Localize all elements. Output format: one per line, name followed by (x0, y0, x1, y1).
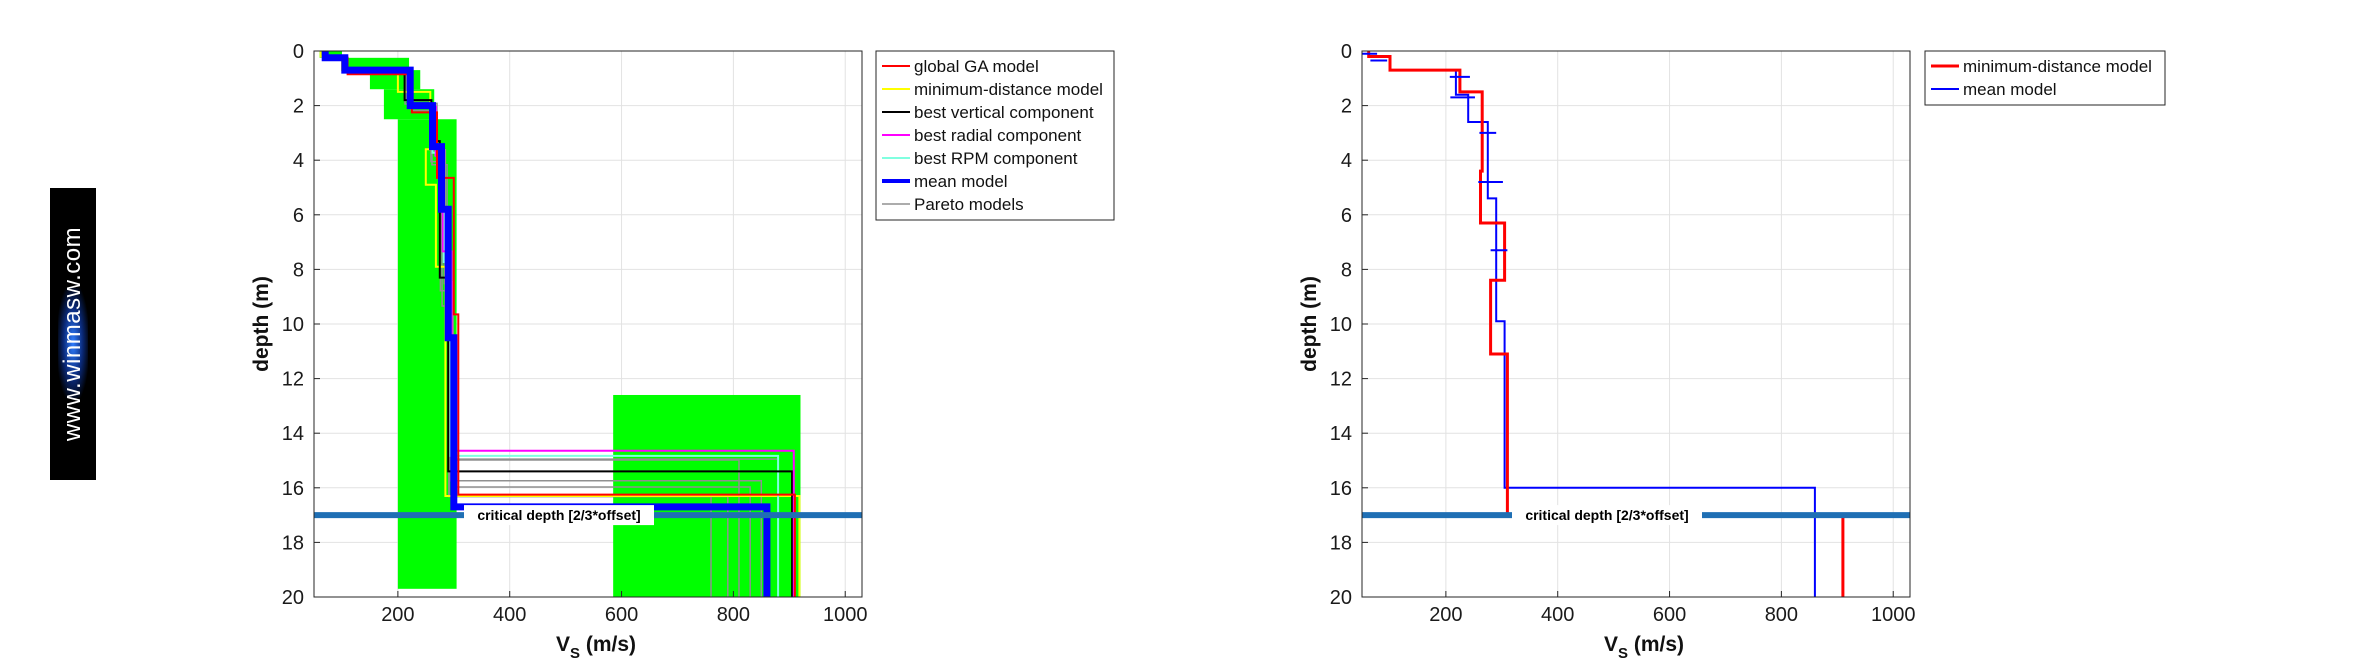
x-tick-label: 1000 (823, 604, 868, 626)
legend-entry: minimum-distance model (1963, 57, 2152, 76)
plot-content (314, 51, 862, 597)
y-tick-label: 8 (293, 259, 304, 281)
x-tick-label: 600 (1653, 604, 1686, 626)
y-tick-label: 16 (282, 478, 304, 500)
x-tick-label: 200 (381, 604, 414, 626)
critical-depth-label: critical depth [2/3*offset] (477, 507, 640, 523)
legend-entry: best radial component (914, 126, 1082, 145)
legend-entry: minimum-distance model (914, 80, 1103, 99)
x-tick-label: 1000 (1871, 604, 1916, 626)
y-tick-label: 18 (282, 532, 304, 554)
watermark-glow (58, 288, 88, 398)
critical-depth-label-bg (1512, 505, 1702, 526)
critical-depth-label: critical depth [2/3*offset] (1525, 507, 1688, 523)
legend: global GA model minimum-distance model bes… (875, 50, 1115, 221)
y-tick-label: 14 (282, 423, 304, 445)
legend-entry: Pareto models (914, 195, 1024, 214)
y-axis-label: depth (m) (250, 276, 273, 372)
y-tick-label: 18 (1330, 532, 1352, 554)
y-tick-label: 12 (282, 369, 304, 391)
minimum-distance-model-line (1367, 51, 1845, 597)
plot-content (1362, 51, 1910, 597)
legend-box (1924, 50, 2166, 106)
y-tick-label: 16 (1330, 478, 1352, 500)
legend-entry: global GA model (914, 57, 1039, 76)
y-tick-label: 12 (1330, 369, 1352, 391)
x-tick-label: 400 (493, 604, 526, 626)
y-axis-label: depth (m) (1298, 276, 1321, 372)
y-tick-label: 10 (1330, 314, 1352, 336)
legend-entry: mean model (1963, 80, 2057, 99)
x-axis-label: VS (m/s) (556, 633, 636, 662)
y-tick-label: 20 (282, 587, 304, 609)
y-tick-label: 6 (1341, 205, 1352, 227)
y-tick-label: 4 (1341, 150, 1352, 172)
y-tick-label: 10 (282, 314, 304, 336)
x-tick-label: 800 (1765, 604, 1798, 626)
y-tick-label: 20 (1330, 587, 1352, 609)
y-tick-label: 2 (1341, 96, 1352, 118)
x-tick-label: 600 (605, 604, 638, 626)
mean-model-line (321, 51, 771, 597)
x-tick-label: 200 (1429, 604, 1462, 626)
legend-entry: best RPM component (914, 149, 1078, 168)
winmasw-watermark: www.winmasw.com (50, 188, 96, 480)
x-axis-label: VS (m/s) (1604, 633, 1684, 662)
y-tick-label: 14 (1330, 423, 1352, 445)
legend-entry: best vertical component (914, 103, 1094, 122)
legend: minimum-distance model mean model (1924, 50, 2166, 106)
y-tick-label: 8 (1341, 259, 1352, 281)
legend-entry: mean model (914, 172, 1008, 191)
x-tick-label: 800 (717, 604, 750, 626)
critical-depth-label-bg (464, 505, 654, 526)
y-tick-label: 2 (293, 96, 304, 118)
y-tick-label: 0 (293, 41, 304, 63)
x-tick-label: 400 (1541, 604, 1574, 626)
left-panel: critical depth [2/3*offset]200 400 600 800 1… (250, 41, 1115, 662)
y-tick-label: 4 (293, 150, 304, 172)
y-tick-label: 0 (1341, 41, 1352, 63)
y-tick-label: 6 (293, 205, 304, 227)
right-panel: critical depth [2/3*offset]200 400 600 800 1… (1298, 41, 2166, 662)
legend-box (875, 50, 1115, 221)
